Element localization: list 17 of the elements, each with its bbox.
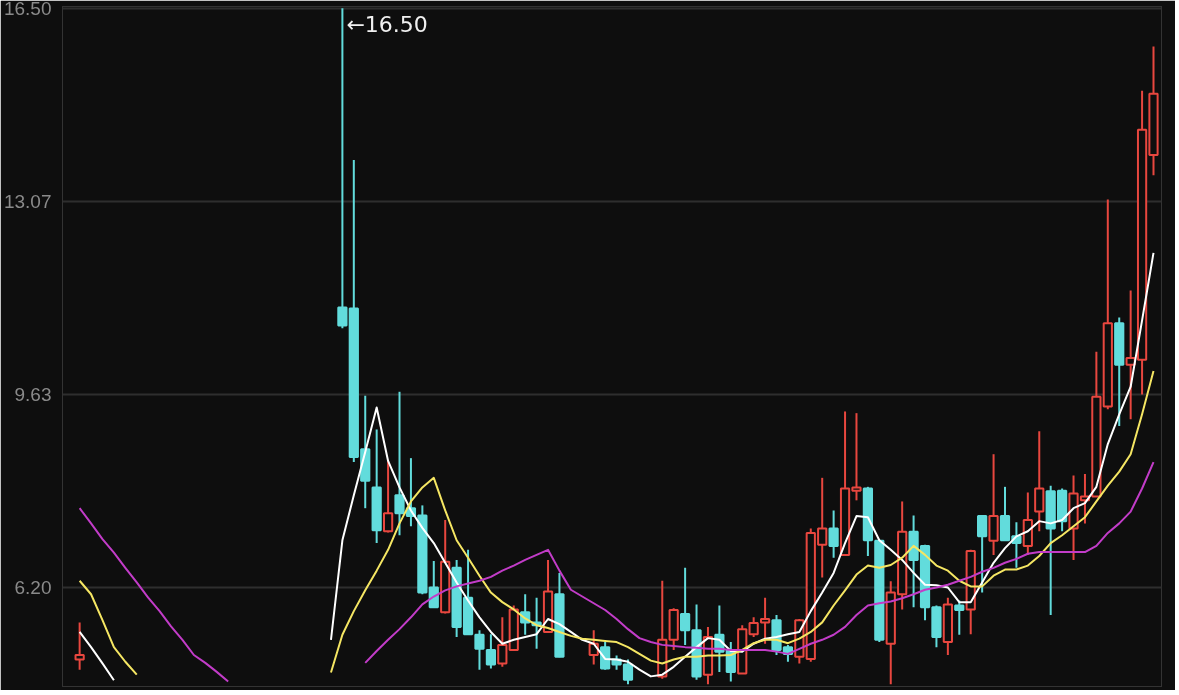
candlestick: [485, 633, 497, 670]
y-tick-label: 16.50: [3, 0, 52, 19]
y-tick-label: 9.63: [14, 384, 52, 406]
y-tick-label: 13.07: [3, 190, 52, 212]
candlestick: [474, 629, 485, 671]
candlestick: [954, 599, 965, 636]
candlestick: [977, 514, 988, 594]
candlestick: [497, 616, 508, 668]
candlestick: [748, 616, 759, 638]
candlestick: [759, 596, 771, 645]
y-tick-label: 6.20: [14, 577, 52, 599]
candlestick: [74, 621, 85, 671]
candlestick: [394, 390, 405, 537]
annotation: ←16.50: [346, 11, 428, 37]
candlestick: [828, 509, 839, 559]
candlestick: [1034, 430, 1045, 533]
candlestick: [382, 459, 394, 534]
